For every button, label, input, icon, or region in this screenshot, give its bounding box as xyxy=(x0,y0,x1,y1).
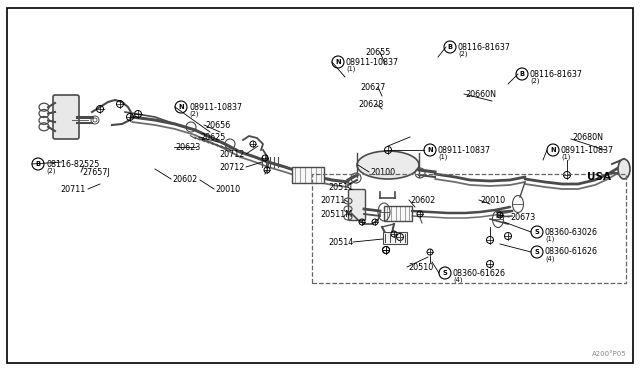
Text: 20010: 20010 xyxy=(215,185,240,193)
Text: (2): (2) xyxy=(189,111,198,117)
Bar xyxy=(312,174,626,283)
Text: N: N xyxy=(427,147,433,153)
Text: 27657J: 27657J xyxy=(82,167,109,176)
Text: (1): (1) xyxy=(438,154,447,160)
Text: 08360-63026: 08360-63026 xyxy=(545,228,598,237)
Text: 20625: 20625 xyxy=(200,132,225,141)
Text: USA: USA xyxy=(587,172,611,182)
FancyBboxPatch shape xyxy=(384,205,412,221)
Text: 20010: 20010 xyxy=(480,196,505,205)
FancyBboxPatch shape xyxy=(53,95,79,139)
Text: B: B xyxy=(35,161,40,167)
Text: 08360-61626: 08360-61626 xyxy=(545,247,598,257)
Text: 20100: 20100 xyxy=(370,167,395,176)
FancyBboxPatch shape xyxy=(349,189,365,221)
Text: 20655: 20655 xyxy=(365,48,390,57)
Text: 20656: 20656 xyxy=(205,121,230,129)
Ellipse shape xyxy=(618,159,630,179)
FancyBboxPatch shape xyxy=(383,232,407,244)
Text: S: S xyxy=(534,229,540,235)
Text: (4): (4) xyxy=(545,256,554,262)
Text: 08360-61626: 08360-61626 xyxy=(453,269,506,278)
Text: 20712: 20712 xyxy=(220,163,245,171)
Text: N: N xyxy=(178,104,184,110)
Text: (1): (1) xyxy=(346,66,355,72)
Text: (2): (2) xyxy=(458,51,467,57)
Text: 20623: 20623 xyxy=(175,142,200,151)
Text: 20660N: 20660N xyxy=(465,90,496,99)
Text: B: B xyxy=(447,44,452,50)
Text: 08911-10837: 08911-10837 xyxy=(561,145,614,154)
Text: 20627: 20627 xyxy=(360,83,385,92)
Text: 20510: 20510 xyxy=(408,263,433,272)
Text: 20602: 20602 xyxy=(172,174,197,183)
Text: 08911-10837: 08911-10837 xyxy=(189,103,242,112)
Text: N: N xyxy=(335,59,341,65)
Text: (2): (2) xyxy=(530,78,540,84)
Text: (2): (2) xyxy=(46,168,56,174)
Text: (1): (1) xyxy=(561,154,570,160)
Text: 08116-81637: 08116-81637 xyxy=(530,70,583,78)
Ellipse shape xyxy=(357,151,419,179)
Text: (1): (1) xyxy=(545,236,554,242)
Text: (4): (4) xyxy=(453,277,463,283)
Text: B: B xyxy=(520,71,525,77)
Text: 20673: 20673 xyxy=(510,212,535,221)
Text: N: N xyxy=(550,147,556,153)
Text: 20711: 20711 xyxy=(60,185,85,193)
Text: S: S xyxy=(443,270,447,276)
Text: 08911-10837: 08911-10837 xyxy=(438,145,491,154)
Text: 20680N: 20680N xyxy=(572,132,603,141)
Text: A200°P05: A200°P05 xyxy=(593,351,627,357)
Text: 08116-82525: 08116-82525 xyxy=(46,160,99,169)
Text: S: S xyxy=(534,249,540,255)
Text: 08911-10837: 08911-10837 xyxy=(346,58,399,67)
Text: 20628: 20628 xyxy=(358,99,383,109)
FancyBboxPatch shape xyxy=(292,167,324,183)
Text: 20511M: 20511M xyxy=(320,209,352,218)
Text: 20711: 20711 xyxy=(320,196,345,205)
Text: 08116-81637: 08116-81637 xyxy=(458,42,511,51)
Text: 20602: 20602 xyxy=(410,196,435,205)
Text: 20712: 20712 xyxy=(220,150,245,158)
Text: 20514: 20514 xyxy=(328,237,353,247)
Text: 20511: 20511 xyxy=(328,183,353,192)
